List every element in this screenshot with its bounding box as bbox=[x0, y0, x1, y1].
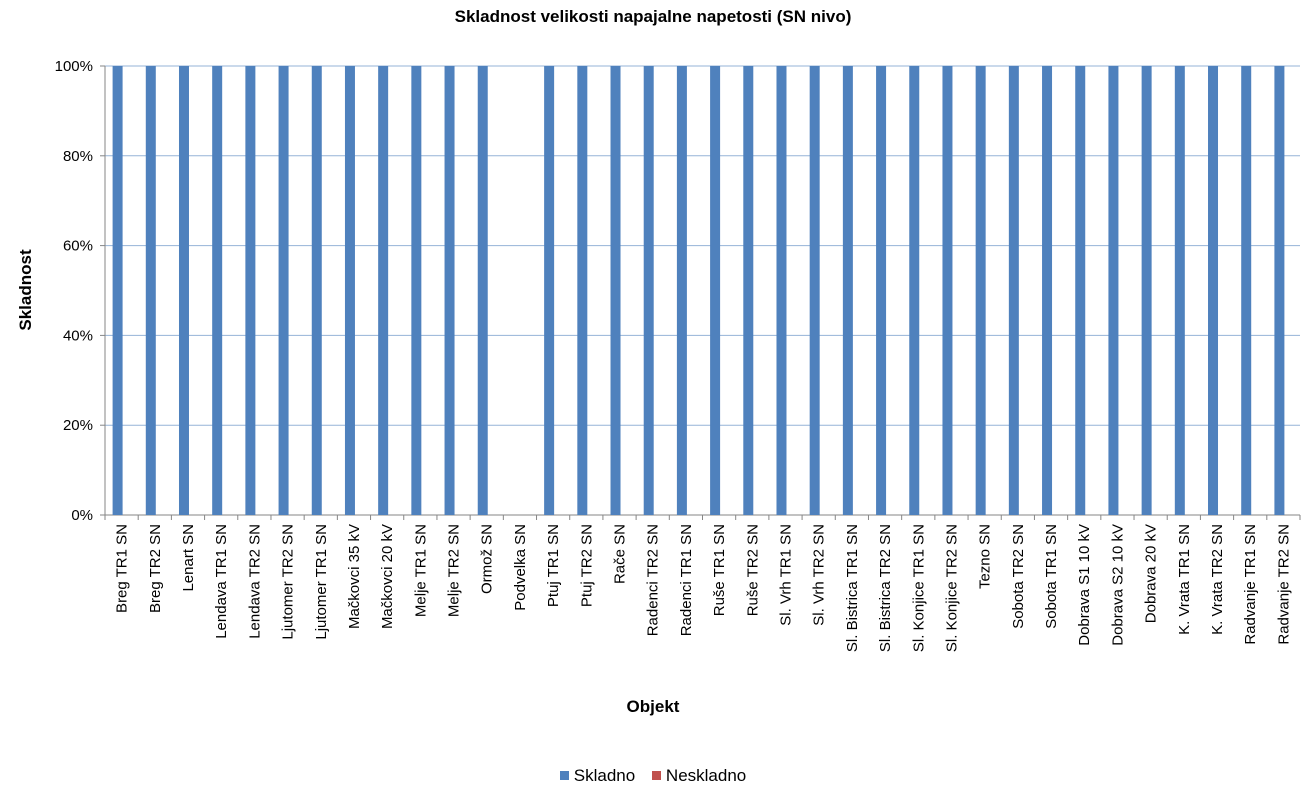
bar-skladno bbox=[311, 66, 322, 515]
x-tick-label: Sl. Konjice TR2 SN bbox=[943, 524, 960, 652]
x-tick-label: Dobrava S1 10 kV bbox=[1076, 524, 1093, 646]
x-tick-label: Radvanje TR2 SN bbox=[1275, 524, 1292, 645]
x-tick-label: Ormož SN bbox=[479, 524, 496, 594]
x-tick-label: K. Vrata TR2 SN bbox=[1209, 524, 1226, 635]
x-tick-label: Ruše TR2 SN bbox=[744, 524, 761, 616]
x-tick-label: Ruše TR1 SN bbox=[711, 524, 728, 616]
legend-item-skladno: Skladno bbox=[559, 765, 636, 786]
bar-skladno bbox=[876, 66, 887, 515]
x-tick-label: Podvelka SN bbox=[512, 524, 529, 611]
bar-skladno bbox=[1208, 66, 1219, 515]
x-tick-label: Sl. Vrh TR2 SN bbox=[811, 524, 828, 626]
x-tick-label: Radvanje TR1 SN bbox=[1242, 524, 1259, 645]
x-tick-label: Sl. Vrh TR1 SN bbox=[777, 524, 794, 626]
y-tick-label: 100% bbox=[55, 58, 93, 75]
bar-skladno bbox=[178, 66, 189, 515]
bar-skladno bbox=[776, 66, 787, 515]
bar-skladno bbox=[1008, 66, 1019, 515]
bar-skladno bbox=[278, 66, 289, 515]
bar-skladno bbox=[1274, 66, 1285, 515]
bar-skladno bbox=[212, 66, 223, 515]
bar-skladno bbox=[842, 66, 853, 515]
x-tick-label: Sl. Bistrica TR1 SN bbox=[844, 524, 861, 652]
bar-skladno bbox=[942, 66, 953, 515]
x-tick-label: Ptuj TR1 SN bbox=[545, 524, 562, 607]
x-tick-label: Lenart SN bbox=[180, 524, 197, 592]
bar-skladno bbox=[1075, 66, 1086, 515]
chart-title: Skladnost velikosti napajalne napetosti … bbox=[454, 7, 852, 26]
bar-skladno bbox=[610, 66, 621, 515]
x-tick-label: Ljutomer TR2 SN bbox=[280, 524, 297, 640]
bar-skladno bbox=[112, 66, 123, 515]
bar-skladno bbox=[544, 66, 555, 515]
bar-skladno bbox=[344, 66, 355, 515]
bar-skladno bbox=[1042, 66, 1053, 515]
bar-skladno bbox=[145, 66, 156, 515]
x-tick-label: Breg TR1 SN bbox=[114, 524, 131, 613]
y-tick-label: 80% bbox=[63, 148, 93, 165]
x-tick-label: Lendava TR1 SN bbox=[213, 524, 230, 639]
x-tick-label: Mačkovci 20 kV bbox=[379, 524, 396, 629]
bar-skladno bbox=[809, 66, 820, 515]
bar-skladno bbox=[1108, 66, 1119, 515]
x-tick-label: Sobota TR2 SN bbox=[1010, 524, 1027, 629]
x-tick-label: Breg TR2 SN bbox=[147, 524, 164, 613]
x-tick-label: Melje TR1 SN bbox=[412, 524, 429, 617]
bar-skladno bbox=[245, 66, 256, 515]
bar-skladno bbox=[477, 66, 488, 515]
x-tick-label: Tezno SN bbox=[977, 524, 994, 589]
x-tick-label: Lendava TR2 SN bbox=[246, 524, 263, 639]
x-tick-label: Rače SN bbox=[612, 524, 629, 584]
x-tick-label: Sl. Bistrica TR2 SN bbox=[877, 524, 894, 652]
bar-skladno bbox=[411, 66, 422, 515]
bar-skladno bbox=[1241, 66, 1252, 515]
x-tick-label: Melje TR2 SN bbox=[446, 524, 463, 617]
x-tick-label: Ljutomer TR1 SN bbox=[313, 524, 330, 640]
bar-skladno bbox=[743, 66, 754, 515]
x-tick-label: Radenci TR2 SN bbox=[645, 524, 662, 636]
legend-swatch-neskladno bbox=[651, 771, 661, 780]
bar-skladno bbox=[975, 66, 986, 515]
y-tick-label: 40% bbox=[63, 327, 93, 344]
x-tick-label: Dobrava S2 10 kV bbox=[1109, 524, 1126, 646]
legend-item-neskladno: Neskladno bbox=[651, 765, 747, 786]
bar-skladno bbox=[1141, 66, 1152, 515]
x-tick-label: Radenci TR1 SN bbox=[678, 524, 695, 636]
bar-skladno bbox=[444, 66, 455, 515]
x-tick-label: Ptuj TR2 SN bbox=[578, 524, 595, 607]
bar-skladno bbox=[378, 66, 389, 515]
x-tick-label: Sobota TR1 SN bbox=[1043, 524, 1060, 629]
bar-skladno bbox=[710, 66, 721, 515]
bar-skladno bbox=[909, 66, 920, 515]
bar-skladno bbox=[643, 66, 654, 515]
x-axis-label: Objekt bbox=[626, 697, 680, 716]
bar-skladno bbox=[676, 66, 687, 515]
x-tick-label: Mačkovci 35 kV bbox=[346, 524, 363, 629]
legend: Skladno Neskladno bbox=[0, 765, 1306, 786]
bar-skladno bbox=[577, 66, 588, 515]
x-tick-label: K. Vrata TR1 SN bbox=[1176, 524, 1193, 635]
x-tick-label: Sl. Konjice TR1 SN bbox=[910, 524, 927, 652]
y-tick-label: 0% bbox=[71, 507, 93, 524]
x-tick-label: Dobrava 20 kV bbox=[1143, 524, 1160, 623]
legend-label-skladno: Skladno bbox=[573, 765, 636, 785]
y-tick-label: 60% bbox=[63, 238, 93, 255]
bar-skladno bbox=[1174, 66, 1185, 515]
legend-swatch-skladno bbox=[559, 771, 569, 780]
y-tick-label: 20% bbox=[63, 417, 93, 434]
legend-label-neskladno: Neskladno bbox=[665, 765, 747, 785]
